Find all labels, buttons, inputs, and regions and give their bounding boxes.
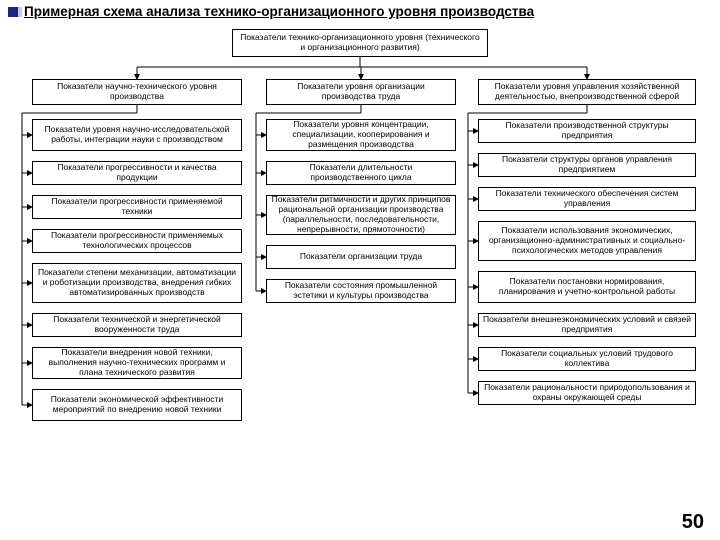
col0-item5: Показатели технической и энергетической … bbox=[32, 313, 242, 337]
diagram-canvas: Показатели технико-организационного уров… bbox=[0, 23, 720, 523]
page-number: 50 bbox=[682, 511, 704, 534]
col2-item2: Показатели технического обеспечения сист… bbox=[478, 187, 696, 211]
col0-header: Показатели научно-технического уровня пр… bbox=[32, 79, 242, 105]
col0-item1: Показатели прогрессивности и качества пр… bbox=[32, 161, 242, 185]
page-title: Примерная схема анализа технико-организа… bbox=[24, 4, 534, 19]
col0-item7: Показатели экономической эффективности м… bbox=[32, 389, 242, 421]
col2-item0: Показатели производственной структуры пр… bbox=[478, 119, 696, 143]
col2-item7: Показатели рациональности природопользов… bbox=[478, 381, 696, 405]
col2-item4: Показатели постановки нормирования, план… bbox=[478, 271, 696, 303]
col0-item0: Показатели уровня научно-исследовательск… bbox=[32, 119, 242, 151]
col2-item6: Показатели социальных условий трудового … bbox=[478, 347, 696, 371]
col1-header: Показатели уровня организации производст… bbox=[266, 79, 456, 105]
col2-item3: Показатели использования экономических, … bbox=[478, 221, 696, 261]
col2-item5: Показатели внешнеэкономических условий и… bbox=[478, 313, 696, 337]
title-bar: Примерная схема анализа технико-организа… bbox=[0, 0, 720, 23]
col0-item6: Показатели внедрения новой техники, выпо… bbox=[32, 347, 242, 379]
col1-item0: Показатели уровня концентрации, специали… bbox=[266, 119, 456, 151]
col1-item1: Показатели длительности производственног… bbox=[266, 161, 456, 185]
col1-item2: Показатели ритмичности и других принципо… bbox=[266, 195, 456, 235]
root-box: Показатели технико-организационного уров… bbox=[232, 29, 488, 57]
title-bullet-icon bbox=[8, 7, 18, 17]
col2-item1: Показатели структуры органов управления … bbox=[478, 153, 696, 177]
col0-item3: Показатели прогрессивности применяемых т… bbox=[32, 229, 242, 253]
col1-item3: Показатели организации труда bbox=[266, 245, 456, 269]
col1-item4: Показатели состояния промышленной эстети… bbox=[266, 279, 456, 303]
col0-item2: Показатели прогрессивности применяемой т… bbox=[32, 195, 242, 219]
col0-item4: Показатели степени механизации, автомати… bbox=[32, 263, 242, 303]
col2-header: Показатели уровня управления хозяйственн… bbox=[478, 79, 696, 105]
